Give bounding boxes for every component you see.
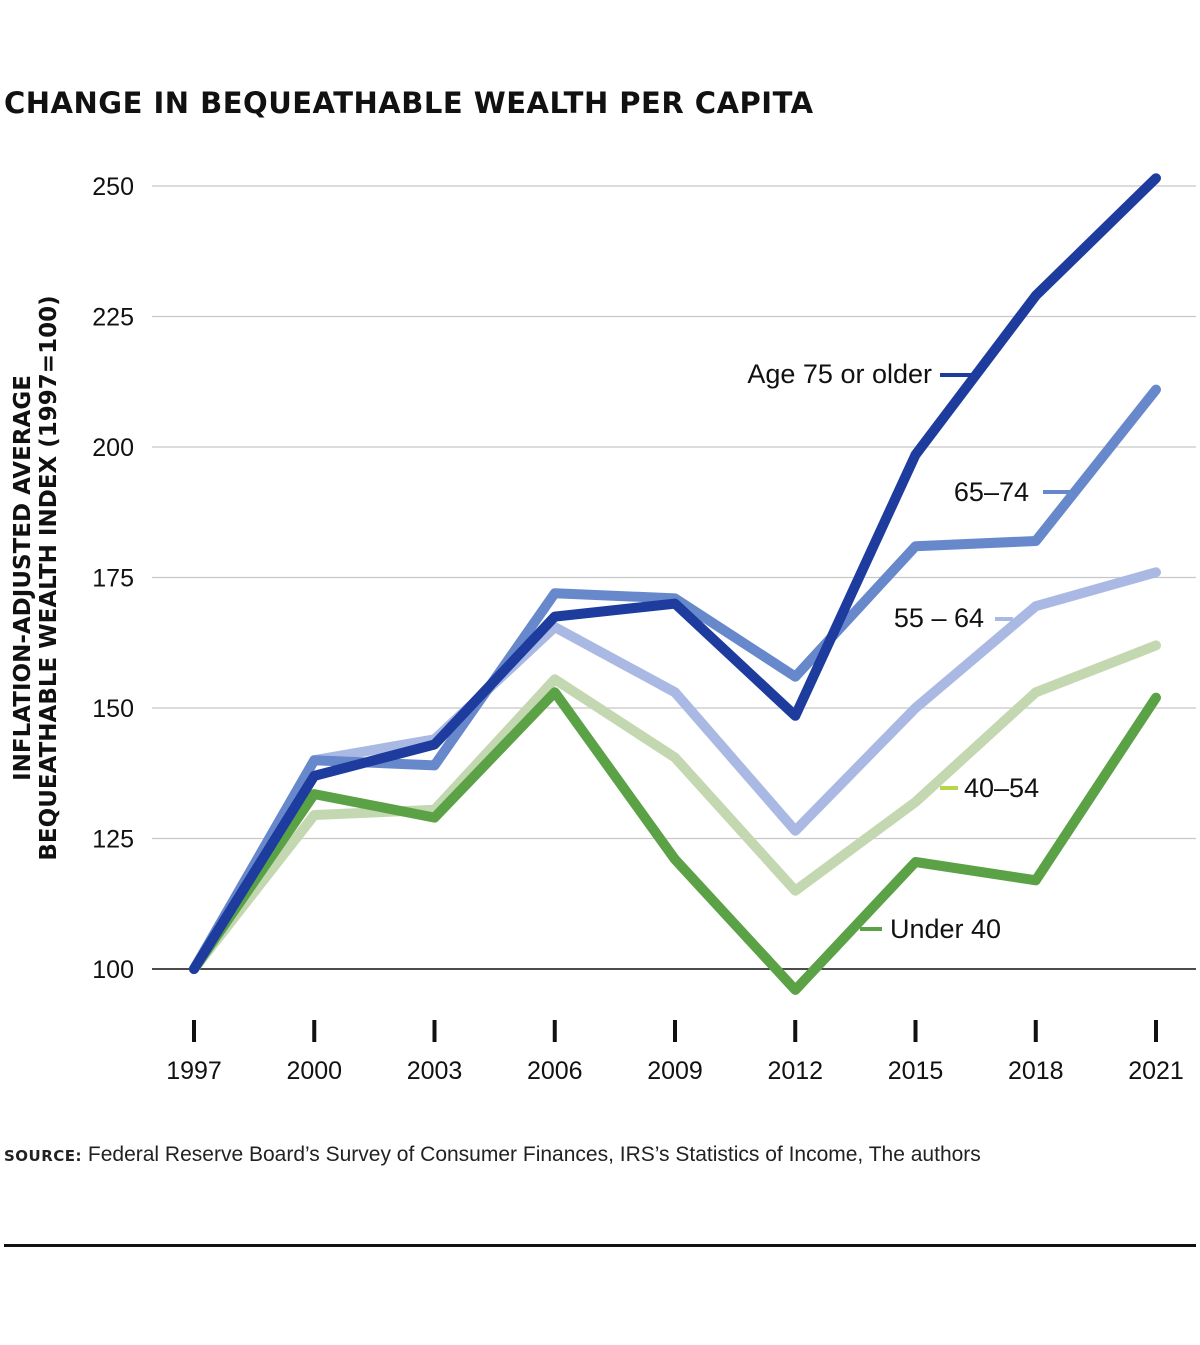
y-tick-label: 175 <box>92 565 134 593</box>
y-tick-label: 150 <box>92 695 134 723</box>
x-tick-label: 2000 <box>286 1057 342 1085</box>
x-tick-label: 1997 <box>166 1057 222 1085</box>
series-line-0 <box>189 640 1161 974</box>
series-line-2 <box>189 567 1161 974</box>
y-tick-label: 200 <box>92 434 134 462</box>
y-tick-label: 225 <box>92 304 134 332</box>
source-label: SOURCE: <box>4 1147 83 1165</box>
series-line-1 <box>189 687 1161 995</box>
series-label: Age 75 or older <box>747 359 932 389</box>
y-tick-label: 250 <box>92 173 134 201</box>
y-tick-label: 125 <box>92 826 134 854</box>
x-tick-label: 2015 <box>888 1057 944 1085</box>
x-tick-label: 2021 <box>1128 1057 1184 1085</box>
x-tick-label: 2012 <box>767 1057 823 1085</box>
series-label: 55 – 64 <box>894 603 984 633</box>
y-axis-label-line-2: BEQUEATHABLE WEALTH INDEX (1997=100) <box>36 295 62 860</box>
series-label: 65–74 <box>954 477 1029 507</box>
x-tick-label: 2009 <box>647 1057 703 1085</box>
series-label: 40–54 <box>964 773 1039 803</box>
bottom-divider <box>4 1244 1196 1247</box>
source-note: SOURCE: Federal Reserve Board’s Survey o… <box>4 1143 981 1167</box>
x-tick-label: 2018 <box>1008 1057 1064 1085</box>
x-tick-label: 2006 <box>527 1057 583 1085</box>
y-axis-label-line-1: INFLATION-ADJUSTED AVERAGE <box>10 375 36 781</box>
y-axis-ticks: 100 125 150 175 200 225 250 <box>92 173 134 984</box>
series-lines <box>189 173 1161 995</box>
series-labels: Age 75 or older 65–74 55 – 64 40–54 Under 40 <box>747 359 1073 944</box>
series-line-4 <box>189 173 1161 974</box>
y-tick-label: 100 <box>92 956 134 984</box>
x-axis-ticks: 1997 2000 2003 2006 2009 2012 2015 2018 2021 <box>166 1020 1184 1085</box>
source-text: Federal Reserve Board’s Survey of Consum… <box>87 1143 981 1166</box>
chart-title: CHANGE IN BEQUEATHABLE WEALTH PER CAPITA <box>4 86 814 120</box>
series-label: Under 40 <box>890 914 1001 944</box>
x-tick-label: 2003 <box>407 1057 463 1085</box>
